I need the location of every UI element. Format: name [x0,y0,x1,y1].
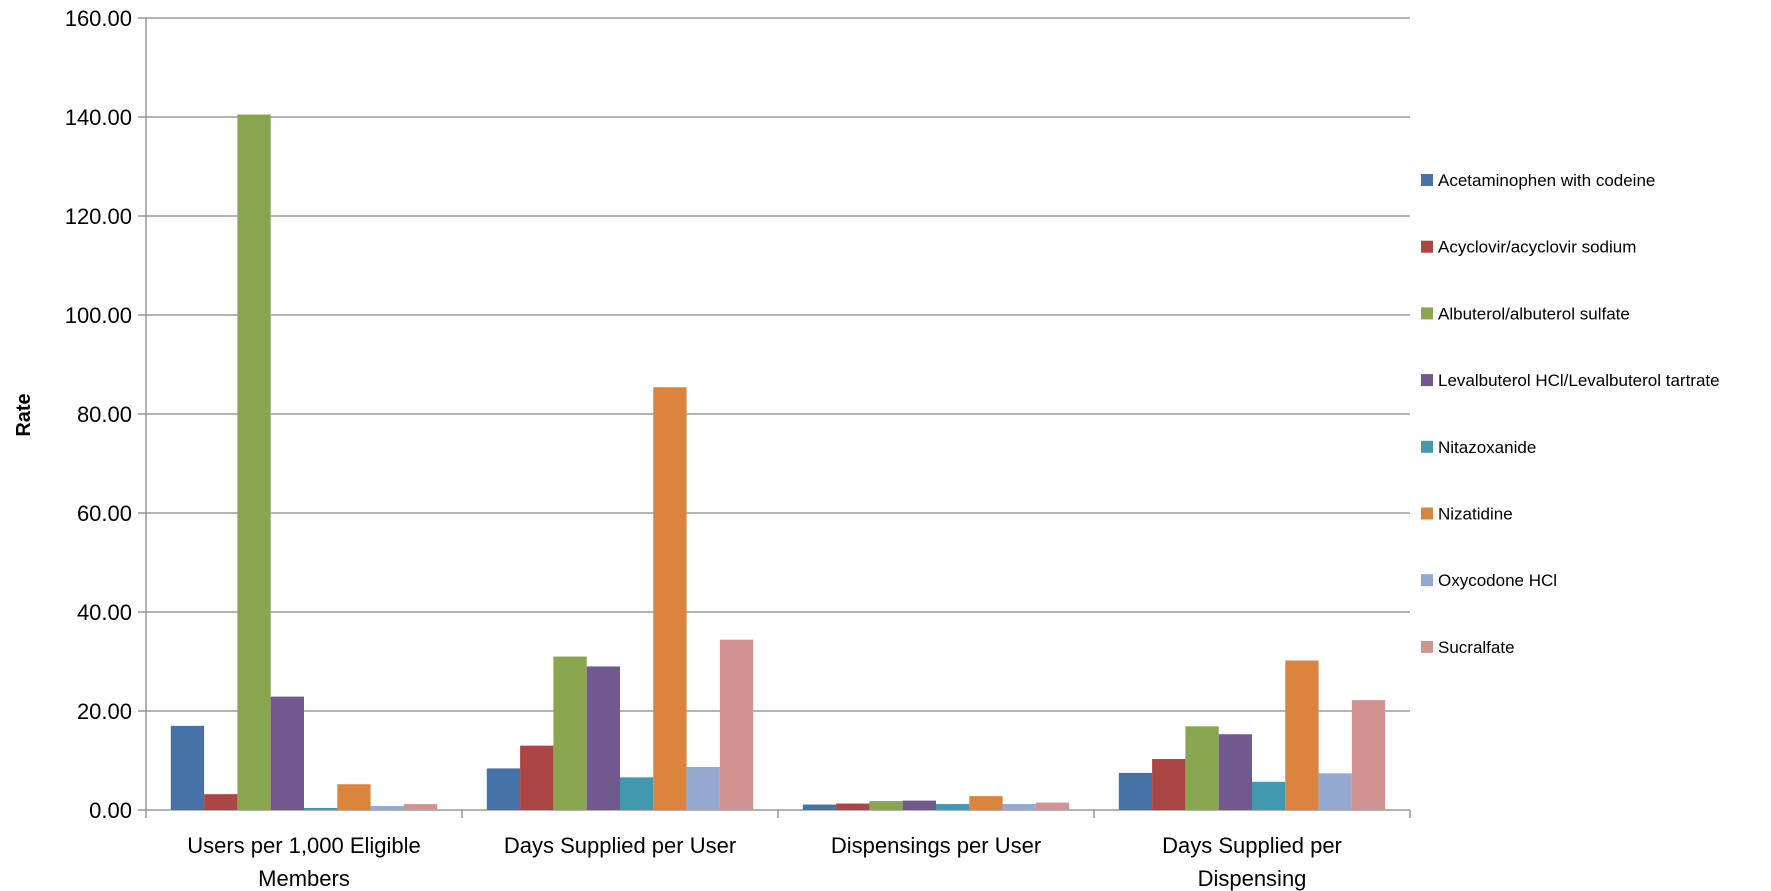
bar [337,784,371,810]
legend-label: Nitazoxanide [1438,438,1536,457]
legend-label: Nizatidine [1438,505,1513,524]
legend-label: Acetaminophen with codeine [1438,171,1655,190]
bar [836,803,870,810]
legend-swatch [1421,574,1433,587]
y-tick-label: 100.00 [65,303,132,328]
x-tick-label: Dispensings per User [831,833,1041,858]
x-tick-label: Members [258,866,350,891]
legend: Acetaminophen with codeine Acyclovir/acyc… [1421,171,1720,657]
bar [1218,734,1252,810]
bar [1318,773,1352,810]
bar [1035,802,1070,810]
y-tick-labels: 0.00 20.00 40.00 60.00 80.00 100.00 120.00 140.… [65,6,132,823]
bar [370,806,404,810]
y-tick-label: 40.00 [77,600,132,625]
legend-label: Acyclovir/acyclovir sodium [1438,238,1636,257]
bar [1351,700,1386,810]
legend-swatch [1421,440,1433,453]
bars [170,114,1386,810]
x-tick-label: Dispensing [1198,866,1307,891]
y-tick-label: 0.00 [89,798,132,823]
y-axis-label: Rate [13,393,35,436]
bar [237,114,271,810]
bar [719,639,754,810]
bar [1118,772,1153,810]
x-tick-label: Days Supplied per [1162,833,1342,858]
y-tick-label: 60.00 [77,501,132,526]
bar [620,777,654,810]
bar [1252,781,1286,810]
y-tick-label: 120.00 [65,204,132,229]
bar [902,800,936,810]
bar [1152,759,1186,810]
legend-swatch [1421,307,1433,320]
legend-label: Levalbuterol HCl/Levalbuterol tartrate [1438,371,1720,390]
bar [304,808,338,810]
gridlines [146,17,1410,712]
legend-swatch [1421,174,1433,186]
bar [802,804,837,810]
bar [1002,804,1036,810]
bar [170,725,205,810]
legend-swatch [1421,240,1433,253]
bar [270,696,304,810]
bar [686,766,720,810]
bar [969,796,1003,810]
y-tick-label: 160.00 [65,6,132,31]
bar [403,804,438,810]
bar [1285,660,1319,810]
x-tick-labels: Users per 1,000 Eligible Members Days Supp… [187,833,1342,891]
bar [869,801,903,810]
bar [520,745,554,810]
legend-swatch [1421,374,1433,387]
legend-label: Albuterol/albuterol sulfate [1438,304,1630,323]
bar [486,768,521,810]
y-tick-label: 140.00 [65,105,132,130]
legend-label: Oxycodone HCl [1438,571,1557,590]
bar [1185,726,1219,810]
y-tick-label: 20.00 [77,699,132,724]
x-tick-label: Days Supplied per User [504,833,736,858]
bar [204,794,238,810]
bar [553,656,587,810]
legend-swatch [1421,640,1433,653]
bar [653,387,687,810]
legend-label: Sucralfate [1438,638,1515,657]
axes [138,17,1411,818]
bar [936,804,970,810]
legend-swatch [1421,507,1433,520]
bar [586,666,620,810]
x-tick-label: Users per 1,000 Eligible [187,833,421,858]
y-tick-label: 80.00 [77,402,132,427]
